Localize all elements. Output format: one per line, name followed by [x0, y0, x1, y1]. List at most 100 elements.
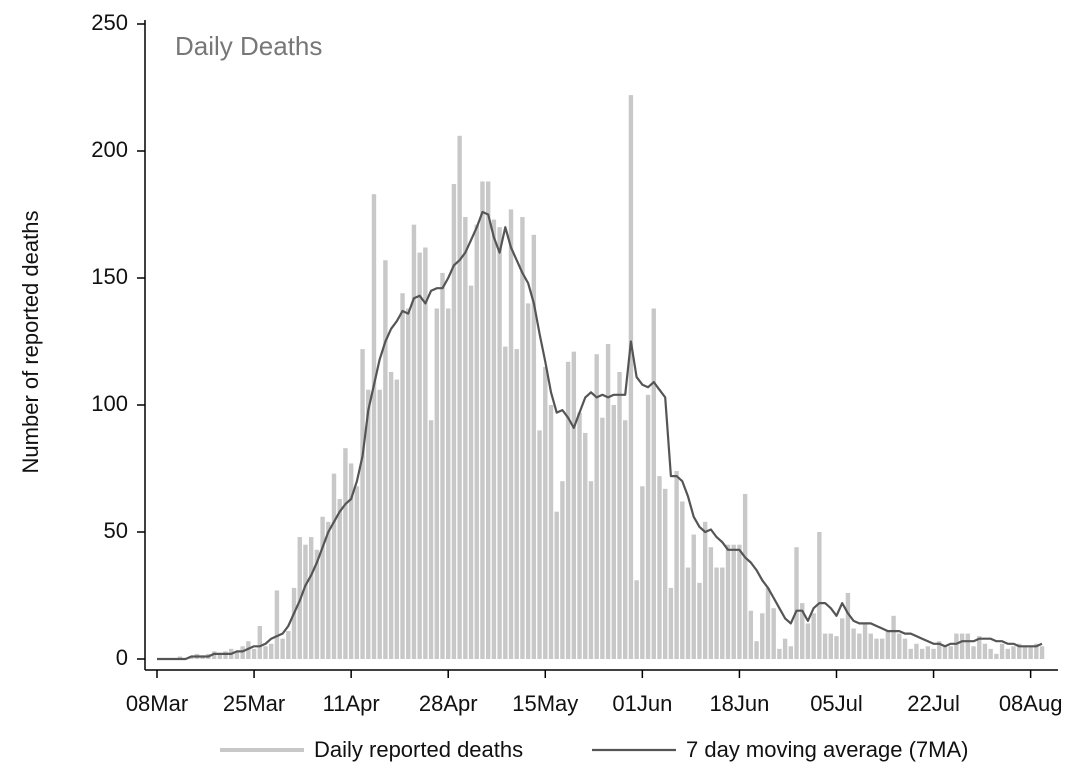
bar — [623, 420, 628, 659]
bar — [554, 511, 559, 659]
x-tick-label: 01Jun — [612, 691, 672, 716]
bar — [211, 651, 217, 659]
bar — [308, 537, 314, 659]
bar — [394, 379, 400, 659]
bar — [531, 234, 537, 659]
bar — [508, 209, 514, 660]
bar — [263, 646, 268, 659]
bar — [286, 631, 291, 659]
bar — [480, 181, 485, 660]
bar — [446, 308, 451, 659]
bar — [725, 544, 731, 659]
y-tick-label: 200 — [91, 137, 128, 162]
bar — [720, 567, 725, 659]
bar — [771, 608, 776, 659]
x-tick-label: 08Mar — [126, 691, 188, 716]
bar — [280, 638, 285, 659]
bar — [189, 656, 194, 659]
bar — [600, 417, 605, 659]
bar — [463, 217, 468, 660]
bar — [440, 272, 445, 659]
bar — [919, 648, 925, 659]
bar — [937, 641, 942, 659]
bar — [845, 592, 851, 659]
y-tick-label: 100 — [91, 391, 128, 416]
bar — [428, 420, 434, 659]
bar — [1034, 643, 1039, 659]
bar — [320, 516, 325, 659]
bar — [634, 580, 639, 659]
bar — [348, 463, 354, 659]
bar — [360, 349, 365, 659]
bar — [423, 247, 428, 659]
y-tick-label: 0 — [116, 645, 128, 670]
bar — [1039, 646, 1045, 659]
bar — [525, 303, 531, 659]
x-tick-label: 25Mar — [223, 691, 285, 716]
y-axis-label: Number of reported deaths — [18, 211, 43, 474]
bar — [908, 648, 913, 659]
bar — [303, 544, 308, 659]
bar — [645, 394, 651, 659]
bar — [434, 308, 439, 659]
bar — [999, 643, 1005, 659]
bar — [662, 488, 668, 659]
bar — [371, 194, 377, 659]
bar — [794, 547, 799, 659]
bar — [971, 646, 976, 659]
bar — [474, 224, 479, 659]
bar — [565, 361, 571, 659]
x-tick-label: 28Apr — [419, 691, 478, 716]
bar — [851, 628, 856, 659]
bar — [177, 656, 183, 659]
bar — [377, 389, 382, 659]
bar — [497, 227, 502, 659]
legend-label: 7 day moving average (7MA) — [686, 737, 968, 762]
x-tick-label: 18Jun — [709, 691, 769, 716]
bar — [611, 405, 616, 659]
y-tick-label: 150 — [91, 264, 128, 289]
bar — [457, 135, 462, 659]
x-tick-label: 11Apr — [323, 691, 380, 716]
bar — [737, 544, 742, 659]
bar — [714, 567, 719, 659]
y-tick-label: 250 — [91, 10, 128, 35]
bar — [965, 633, 971, 659]
bar — [731, 544, 736, 659]
bar — [617, 371, 622, 659]
bar — [326, 521, 331, 659]
bar — [805, 623, 811, 659]
bar — [560, 481, 565, 659]
bar — [406, 308, 411, 659]
bar — [857, 633, 862, 659]
bar — [605, 344, 611, 659]
bar — [331, 473, 337, 659]
bar — [897, 633, 902, 659]
bar — [200, 656, 205, 659]
bar — [491, 219, 497, 659]
bar — [891, 615, 896, 659]
bar — [503, 346, 508, 659]
bar — [879, 638, 885, 659]
bar — [537, 430, 542, 659]
bar — [640, 486, 645, 659]
bar — [914, 643, 919, 659]
bar — [337, 498, 342, 659]
bar — [468, 285, 474, 659]
bar — [680, 501, 685, 659]
bar — [828, 633, 833, 659]
bar — [977, 636, 982, 659]
bar — [702, 521, 708, 659]
bar — [314, 549, 320, 659]
bar — [959, 633, 965, 659]
bar — [811, 613, 816, 659]
bar — [246, 641, 251, 659]
bar — [782, 638, 788, 659]
bar — [988, 648, 993, 659]
bar — [594, 354, 599, 659]
bar — [451, 184, 457, 659]
bar — [274, 590, 280, 659]
bar — [577, 412, 582, 659]
bar — [257, 625, 262, 659]
